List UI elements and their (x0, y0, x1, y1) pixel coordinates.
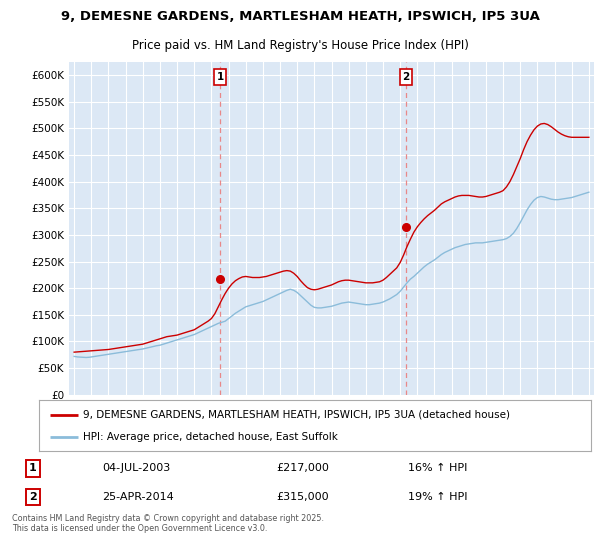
Text: Contains HM Land Registry data © Crown copyright and database right 2025.
This d: Contains HM Land Registry data © Crown c… (12, 514, 324, 533)
Text: £315,000: £315,000 (276, 492, 329, 502)
Text: 1: 1 (29, 464, 37, 474)
Text: £217,000: £217,000 (276, 464, 329, 474)
Text: 2: 2 (29, 492, 37, 502)
Text: Price paid vs. HM Land Registry's House Price Index (HPI): Price paid vs. HM Land Registry's House … (131, 39, 469, 53)
Text: HPI: Average price, detached house, East Suffolk: HPI: Average price, detached house, East… (83, 432, 338, 442)
Text: 16% ↑ HPI: 16% ↑ HPI (408, 464, 467, 474)
Text: 1: 1 (217, 72, 224, 82)
Text: 2: 2 (402, 72, 409, 82)
Text: 04-JUL-2003: 04-JUL-2003 (102, 464, 170, 474)
Text: 9, DEMESNE GARDENS, MARTLESHAM HEATH, IPSWICH, IP5 3UA (detached house): 9, DEMESNE GARDENS, MARTLESHAM HEATH, IP… (83, 409, 510, 419)
Text: 19% ↑ HPI: 19% ↑ HPI (408, 492, 467, 502)
Text: 9, DEMESNE GARDENS, MARTLESHAM HEATH, IPSWICH, IP5 3UA: 9, DEMESNE GARDENS, MARTLESHAM HEATH, IP… (61, 10, 539, 23)
Text: 25-APR-2014: 25-APR-2014 (102, 492, 174, 502)
